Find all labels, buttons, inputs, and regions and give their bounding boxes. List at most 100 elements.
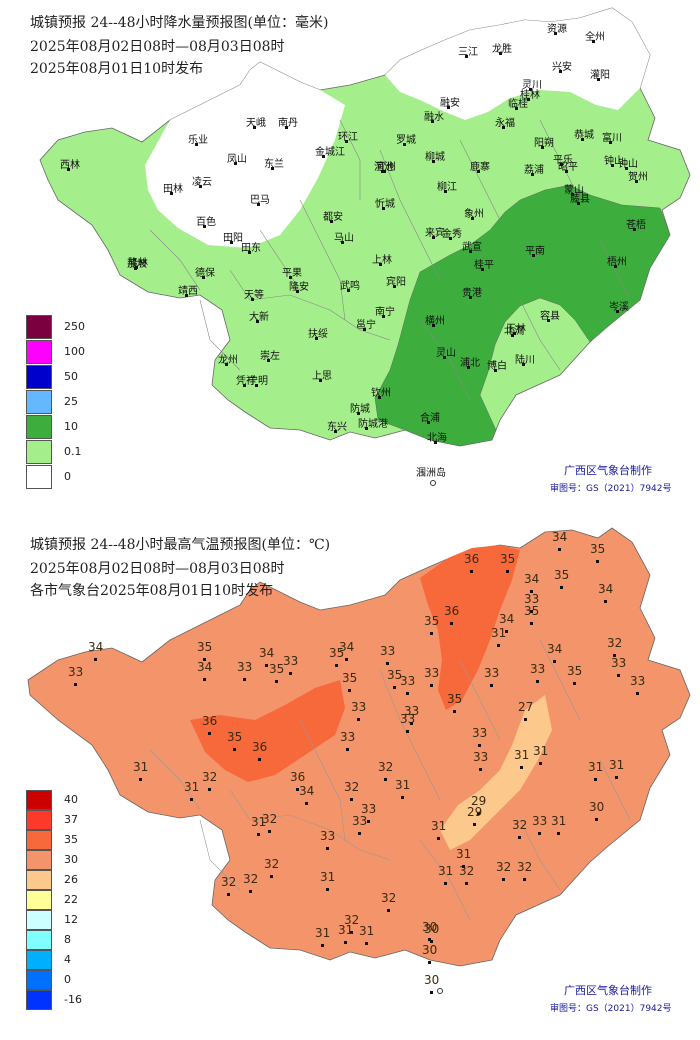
station-marker	[406, 692, 409, 695]
city-label: 融水	[424, 112, 444, 123]
station-marker	[538, 832, 541, 835]
city-marker	[447, 106, 450, 109]
city-label: 乐业	[188, 135, 208, 146]
station-marker	[265, 664, 268, 667]
temperature-value: 32	[496, 860, 512, 874]
temp-legend-swatch	[26, 990, 52, 1010]
station-marker	[473, 823, 476, 826]
temperature-value: 33	[530, 662, 546, 676]
station-marker	[387, 909, 390, 912]
city-label: 灵山	[436, 348, 456, 359]
temperature-value: 34	[259, 646, 275, 660]
temperature-value: 31	[395, 778, 411, 792]
rain-legend-swatch	[26, 340, 52, 364]
city-label: 陆川	[515, 355, 535, 366]
city-label: 博白	[487, 361, 507, 372]
station-marker	[430, 940, 433, 943]
station-marker	[430, 632, 433, 635]
city-marker	[541, 146, 544, 149]
temperature-value: 34	[499, 612, 515, 626]
temperature-map-svg	[27, 527, 691, 994]
city-label: 钟山	[618, 159, 638, 170]
station-marker	[523, 878, 526, 881]
station-marker	[384, 778, 387, 781]
temperature-value: 35	[342, 671, 358, 685]
temp-zone-35-north	[420, 545, 520, 710]
city-label: 浦北	[460, 358, 480, 369]
temperature-value: 35	[567, 664, 583, 678]
city-label: 隆林	[128, 258, 148, 269]
city-marker	[341, 241, 344, 244]
station-marker	[595, 818, 598, 821]
temperature-value: 33	[320, 829, 336, 843]
station-marker	[203, 658, 206, 661]
city-marker	[597, 78, 600, 81]
temperature-value: 32	[378, 760, 394, 774]
station-marker	[453, 710, 456, 713]
station-marker	[497, 644, 500, 647]
city-label: 资源	[547, 24, 567, 35]
city-label: 柳城	[425, 152, 445, 163]
temp-legend-label: 22	[64, 893, 78, 906]
city-label: 上思	[312, 371, 332, 382]
city-marker	[255, 384, 258, 387]
city-marker	[434, 441, 437, 444]
temperature-value: 33	[404, 704, 420, 718]
temperature-value: 35	[524, 604, 540, 618]
temp-producer: 广西区气象台制作	[564, 984, 652, 997]
city-label: 隆安	[289, 282, 309, 293]
station-marker	[257, 833, 260, 836]
city-label: 柳江	[437, 182, 457, 193]
temperature-value: 30	[422, 920, 438, 934]
city-label: 南宁	[375, 307, 395, 318]
city-marker	[529, 88, 532, 91]
city-label: 忻城	[375, 199, 395, 210]
temperature-value: 33	[484, 666, 500, 680]
temperature-value: 36	[444, 604, 460, 618]
temp-legend-label: 4	[64, 953, 71, 966]
city-marker	[467, 366, 470, 369]
city-marker	[199, 185, 202, 188]
temperature-value: 31	[456, 847, 472, 861]
temperature-value: 30	[422, 943, 438, 957]
weizhou-island-rain	[430, 480, 436, 486]
temperature-value: 31	[551, 814, 567, 828]
station-marker	[604, 600, 607, 603]
city-label: 大新	[249, 312, 269, 323]
station-marker	[465, 882, 468, 885]
city-marker	[296, 290, 299, 293]
temperature-value: 34	[547, 642, 563, 656]
city-marker	[547, 319, 550, 322]
city-label: 凌云	[192, 177, 212, 188]
city-label: 桂林	[520, 90, 540, 101]
temperature-value: 34	[598, 582, 614, 596]
station-marker	[613, 654, 616, 657]
temperature-value: 35	[424, 614, 440, 628]
temperature-value: 31	[514, 748, 530, 762]
city-label: 容县	[540, 311, 560, 322]
city-marker	[527, 98, 530, 101]
station-marker	[275, 680, 278, 683]
rain-legend-label: 0.1	[64, 445, 82, 458]
city-marker	[347, 289, 350, 292]
city-marker	[471, 217, 474, 220]
city-label: 防城	[350, 404, 370, 415]
max-temperature-forecast-map: 城镇预报 24--48小时最高气温预报图(单位：℃) 2025年08月02日08…	[0, 520, 700, 1040]
station-marker	[505, 630, 508, 633]
station-marker	[208, 732, 211, 735]
city-label: 灌阳	[590, 70, 610, 81]
city-marker	[560, 163, 563, 166]
city-label: 都安	[323, 212, 343, 223]
station-marker	[249, 890, 252, 893]
city-label: 上林	[372, 255, 392, 266]
city-marker	[532, 254, 535, 257]
temp-legend-swatch	[26, 790, 52, 810]
station-marker	[296, 788, 299, 791]
city-label: 扶绥	[308, 329, 328, 340]
city-label: 防城港	[358, 419, 388, 430]
city-label: 合浦	[420, 413, 440, 424]
temperature-value: 32	[607, 636, 623, 650]
city-label: 阳朔	[534, 138, 554, 149]
temperature-value: 31	[588, 760, 604, 774]
station-marker	[530, 622, 533, 625]
